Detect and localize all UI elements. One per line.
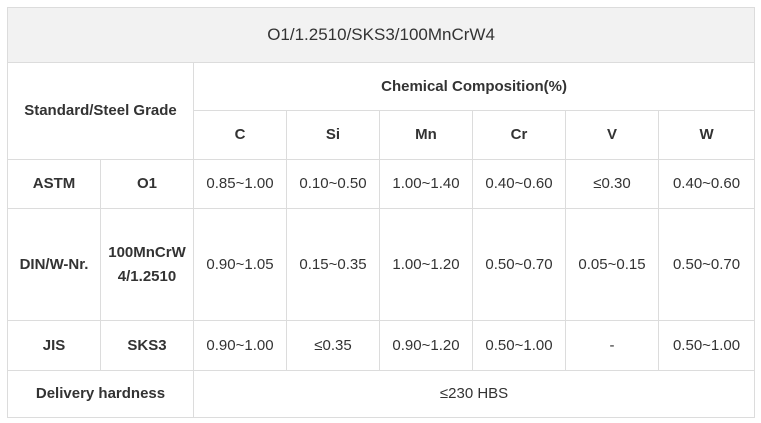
composition-value: 0.40~0.60 (472, 159, 566, 209)
header-row: Standard/Steel Grade Chemical Compositio… (7, 62, 756, 160)
data-row: JIS SKS3 0.90~1.00 ≤0.35 0.90~1.20 0.50~1.00-… (7, 320, 756, 371)
grade: O1 (100, 159, 194, 209)
composition-value: 1.00~1.40 (379, 159, 473, 209)
element-header: Mn (379, 110, 473, 160)
element-header: Cr (472, 110, 566, 160)
steel-table: O1/1.2510/SKS3/100MnCrW4 Standard/Steel … (6, 7, 756, 418)
composition-value: - (565, 320, 659, 371)
elements-row: C Si Mn Cr V W (8, 110, 756, 160)
composition-value: 1.00~1.20 (379, 208, 473, 321)
table-title: O1/1.2510/SKS3/100MnCrW4 (6, 7, 756, 63)
element-header: Si (286, 110, 380, 160)
composition-value: 0.50~0.70 (657, 208, 756, 321)
composition-value: 0.90~1.05 (193, 208, 287, 321)
group-label: Standard/Steel Grade (7, 62, 194, 160)
composition-value: 0.50~1.00 (657, 320, 756, 371)
footer-value: ≤230 HBS (192, 370, 756, 418)
composition-value: 0.10~0.50 (286, 159, 380, 209)
element-header: V (565, 110, 659, 160)
composition-value: 0.85~1.00 (193, 159, 287, 209)
grade: SKS3 (100, 320, 194, 371)
composition-value: 0.50~1.00 (472, 320, 566, 371)
composition-value: 0.15~0.35 (286, 208, 380, 321)
composition-value: 0.50~0.70 (472, 208, 566, 321)
title-row: O1/1.2510/SKS3/100MnCrW4 (6, 7, 756, 63)
element-header: C (193, 110, 287, 160)
composition-value: 0.05~0.15 (565, 208, 659, 321)
composition-value: 0.40~0.60 (657, 159, 756, 209)
standard: JIS (7, 320, 101, 371)
standard: DIN/W-Nr. (7, 208, 101, 321)
footer-row: Delivery hardness ≤230 HBS (7, 370, 756, 418)
element-header: W (657, 110, 756, 160)
data-row: DIN/W-Nr. 100MnCrW4/1.2510 0.90~1.05 0.15~0… (7, 208, 756, 321)
composition-value: ≤0.30 (565, 159, 659, 209)
composition-value: 0.90~1.00 (193, 320, 287, 371)
composition-value: ≤0.35 (286, 320, 380, 371)
standard: ASTM (7, 159, 101, 209)
table-body: ASTM O1 0.85~1.00 0.10~0.50 1.00~1.40 0.40~0.… (7, 159, 756, 371)
composition-label: Chemical Composition(%) (192, 62, 756, 111)
composition-value: 0.90~1.20 (379, 320, 473, 371)
footer-label: Delivery hardness (7, 370, 194, 418)
data-row: ASTM O1 0.85~1.00 0.10~0.50 1.00~1.40 0.40~0.… (7, 159, 756, 209)
grade: 100MnCrW4/1.2510 (100, 208, 194, 321)
